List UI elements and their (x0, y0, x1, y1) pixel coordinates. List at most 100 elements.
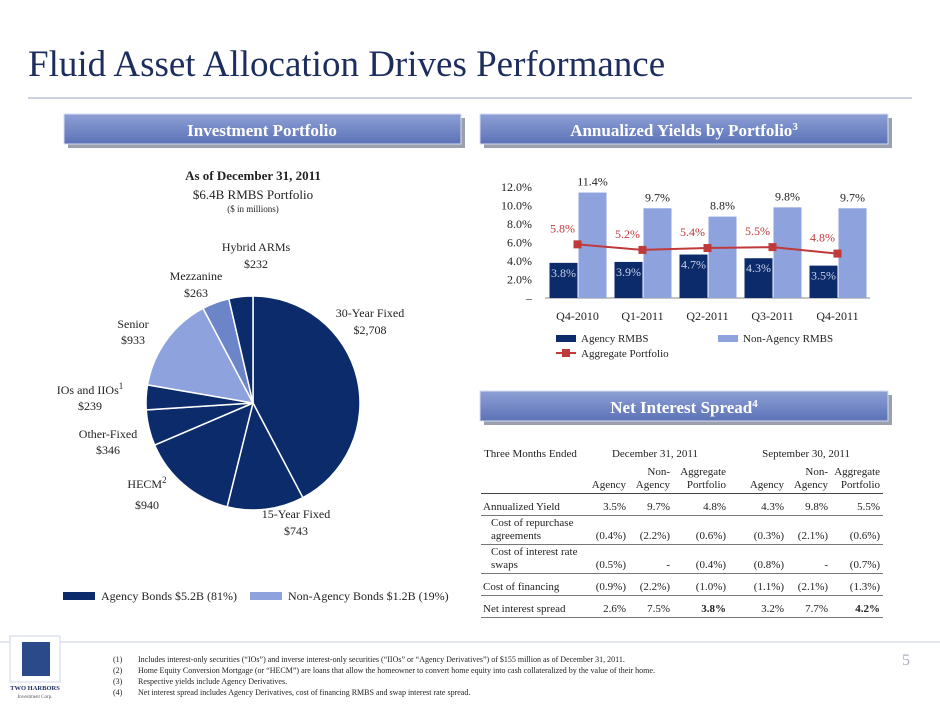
legend-marker (562, 349, 570, 357)
cell: (1.0%) (673, 573, 730, 596)
cell: (0.6%) (831, 515, 884, 545)
marker (638, 245, 647, 254)
legend-label: Aggregate Portfolio (581, 348, 669, 360)
y-tick-label: 10.0% (501, 199, 532, 213)
column-header: Aggregate Portfolio (673, 465, 730, 494)
cell: - (787, 544, 832, 574)
table-row: Cost of financing (0.9%) (2.2%) (1.0%) (1.1%… (481, 573, 884, 596)
cell: (0.7%) (831, 544, 884, 574)
pie-unit-note: ($ in millions) (227, 204, 279, 214)
x-tick-label: Q3-2011 (751, 309, 793, 323)
slice-label: HECM2 (127, 475, 166, 491)
slice-name: Senior (117, 317, 148, 331)
slice-label: Mezzanine (170, 269, 223, 283)
table-row: Annualized Yield 3.5% 9.7% 4.8% 4.3% 9.8% 5.5% (481, 493, 884, 516)
cell: (1.3%) (831, 573, 884, 596)
value-label: 5.8% (550, 221, 575, 235)
pie-slice (146, 307, 255, 404)
slice-name: Hybrid ARMs (222, 240, 291, 254)
cell: 4.3% (729, 493, 788, 516)
marker (573, 240, 582, 249)
page-number: 5 (902, 652, 910, 669)
value-label: 5.4% (680, 225, 705, 239)
bar (708, 216, 737, 298)
slice-value: $232 (244, 257, 268, 271)
section-text: Net Interest Spread (610, 398, 753, 417)
slice-value: $263 (184, 286, 208, 300)
table-row: Cost of interest rate swaps (0.5%) - (0.4%)… (481, 544, 884, 574)
logo-name: TWO HARBORS (10, 685, 60, 692)
value-label: 8.8% (710, 199, 735, 213)
value-label: 4.7% (681, 258, 706, 272)
footnote-marker: (1) (113, 655, 123, 664)
cell: (0.9%) (581, 573, 629, 596)
period-header: Three Months Ended (484, 447, 577, 460)
section-title: Net Interest Spread4 (610, 398, 758, 417)
y-tick-label: 2.0% (507, 273, 532, 287)
y-tick-label: 12.0% (501, 180, 532, 194)
row-label: Cost of interest rate swaps (481, 544, 581, 574)
x-tick-label: Q1-2011 (621, 309, 663, 323)
legend-swatch (63, 592, 95, 600)
slice-value: $743 (284, 524, 308, 538)
bar (773, 207, 802, 298)
legend-swatch (250, 592, 282, 600)
bar (679, 254, 708, 298)
period: September 30, 2011 (762, 447, 850, 460)
bar (643, 208, 672, 298)
value-label: 4.3% (746, 261, 771, 275)
pie-subtitle: $6.4B RMBS Portfolio (193, 187, 313, 202)
row-label: Cost of financing (481, 573, 581, 596)
footnote-ref: 2 (162, 475, 167, 485)
footnote-ref: 4 (752, 398, 758, 410)
section-header (63, 113, 462, 145)
slice-value: $346 (96, 443, 120, 457)
column-header: Aggregate Portfolio (831, 465, 884, 494)
bar (744, 258, 773, 298)
value-label: 3.5% (811, 269, 836, 283)
legend-label: Agency RMBS (581, 333, 649, 345)
cell: (2.2%) (629, 515, 673, 545)
slice-label: 30-Year Fixed (336, 306, 404, 320)
cell: (0.3%) (729, 515, 788, 545)
slice-label: IOs and IIOs1 (57, 381, 124, 397)
pie-title: As of December 31, 2011 (185, 168, 321, 183)
value-label: 5.5% (745, 224, 770, 238)
bar (614, 261, 643, 298)
slice-value: $2,708 (354, 323, 387, 337)
y-tick-label: – (525, 291, 533, 305)
cell: 7.5% (629, 595, 673, 618)
cell: (0.6%) (673, 515, 730, 545)
cell: 3.2% (729, 595, 788, 618)
pie-slice (226, 400, 304, 511)
value-label: 9.8% (775, 189, 800, 203)
footnote-text: Includes interest-only securities (“IOs”… (138, 655, 625, 664)
period: December 31, 2011 (611, 447, 699, 460)
section-title: Annualized Yields by Portfolio3 (570, 121, 798, 140)
cell: 9.8% (787, 493, 832, 516)
slice-value: $239 (78, 399, 102, 413)
y-tick-label: 4.0% (507, 254, 532, 268)
footnote-ref: 1 (119, 381, 124, 391)
section-header (479, 390, 889, 422)
cell: (0.5%) (581, 544, 629, 574)
section-text: Annualized Yields by Portfolio (570, 121, 792, 140)
slice-label: Other-Fixed (79, 427, 137, 441)
column-header-row: Agency Non-Agency Aggregate Portfolio Agenc… (481, 465, 884, 494)
bar (809, 265, 838, 298)
value-label: 9.7% (840, 190, 865, 204)
value-label: 3.8% (551, 266, 576, 280)
slice-value: $940 (135, 498, 159, 512)
footnote-marker: (3) (113, 677, 123, 686)
value-label: 3.9% (616, 265, 641, 279)
legend-label: Non-Agency Bonds $1.2B (19%) (288, 589, 449, 603)
marker (833, 249, 842, 258)
cell: 9.7% (629, 493, 673, 516)
logo-subtitle: Investment Corp. (18, 695, 53, 700)
slice-value: $933 (121, 333, 145, 347)
footnote-text: Home Equity Conversion Mortgage (or “HEC… (138, 666, 655, 675)
cell: 2.6% (581, 595, 629, 618)
column-header: Agency (729, 465, 788, 494)
slice-name: Mezzanine (170, 269, 223, 283)
